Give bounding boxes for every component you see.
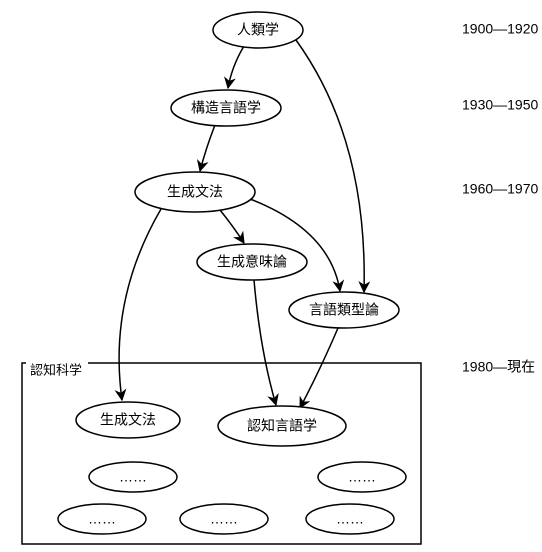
edge-generative_grammar1-generative_semantics: [220, 210, 244, 243]
edge-anthropology-structural_ling: [228, 46, 244, 88]
era-label-2: 1960—1970: [462, 181, 539, 197]
node-label-ling_typology: 言語類型論: [309, 302, 379, 318]
edge-ling_typology-cognitive_ling: [300, 328, 338, 408]
node-label-ph2: ……: [348, 469, 376, 485]
node-label-ph1: ……: [119, 469, 147, 485]
box-label: 認知科学: [30, 362, 82, 377]
node-label-generative_grammar1: 生成文法: [167, 184, 223, 200]
node-label-ph5: ……: [336, 511, 364, 527]
edge-structural_ling-generative_grammar1: [200, 125, 215, 171]
node-label-generative_semantics: 生成意味論: [217, 254, 287, 270]
node-label-ph3: ……: [88, 511, 116, 527]
node-label-cognitive_ling: 認知言語学: [247, 418, 317, 434]
edge-anthropology-ling_typology: [296, 40, 364, 292]
node-label-structural_ling: 構造言語学: [191, 100, 261, 116]
flowchart-canvas: 認知科学 人類学構造言語学生成文法生成意味論言語類型論生成文法認知言語学……………: [0, 0, 542, 552]
era-label-3: 1980—現在: [462, 359, 535, 375]
node-label-ph4: ……: [210, 511, 238, 527]
node-label-generative_grammar2: 生成文法: [100, 412, 156, 428]
era-label-0: 1900—1920: [462, 21, 539, 37]
node-label-anthropology: 人類学: [237, 22, 279, 38]
edge-generative_semantics-cognitive_ling: [254, 280, 276, 405]
era-label-1: 1930—1950: [462, 97, 539, 113]
edge-generative_grammar1-generative_grammar2: [119, 209, 161, 400]
